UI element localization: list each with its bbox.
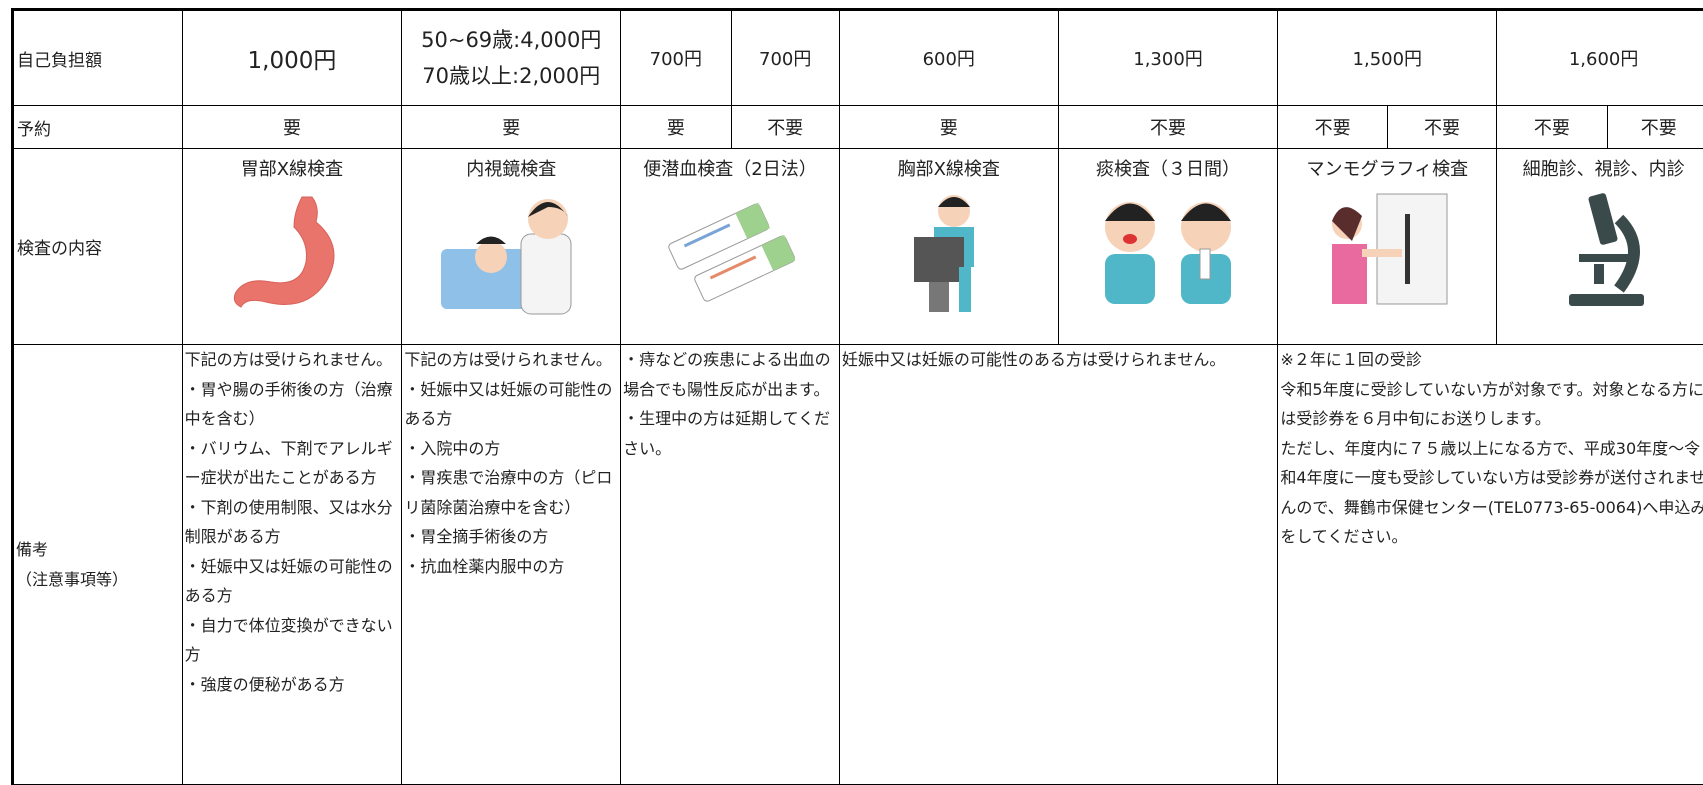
cell: 700円: [731, 10, 839, 106]
cell: 不要: [1058, 106, 1278, 149]
line: （注意事項等）: [16, 565, 179, 595]
notes: ※２年に１回の受診令和5年度に受診していない方が対象です。対象となる方には受診券…: [1278, 345, 1703, 785]
cell: 600円: [839, 10, 1058, 106]
row-label: 備考（注意事項等）: [13, 345, 183, 785]
reservation-row: 予約 要 要 要 不要 要 不要 不要 不要 不要 不要: [13, 106, 1703, 149]
note-line: ・胃全摘手術後の方: [404, 522, 617, 552]
cell: 不要: [1387, 106, 1496, 149]
note-line: 令和5年度に受診していない方が対象です。対象となる方には受診券を６月中旬にお送り…: [1280, 375, 1703, 434]
exam-name: 痰検査（３日間）: [1062, 155, 1275, 181]
cell: 要: [182, 106, 402, 149]
exam-name: 細胞診、視診、内診: [1500, 155, 1703, 181]
cell: 便潜血検査（2日法）: [621, 149, 840, 345]
note-line: ・胃疾患で治療中の方（ピロリ菌除菌治療中を含む）: [404, 463, 617, 522]
sputum-illustration: [1088, 189, 1248, 309]
line: 70歳以上:2,000円: [405, 58, 617, 94]
cell: 不要: [1607, 106, 1703, 149]
microscope-illustration: [1549, 189, 1659, 309]
cell: 不要: [1497, 106, 1607, 149]
exam-name: 胸部X線検査: [843, 155, 1055, 181]
cell: 内視鏡検査: [402, 149, 621, 345]
note-line: ※２年に１回の受診: [1280, 345, 1703, 375]
note-line: ・自力で体位変換ができない方: [185, 611, 399, 670]
page: {"table":{"rows":[ ["自己負担額","1,000円",["5…: [0, 0, 1703, 765]
note-line: ・痔などの疾患による出血の場合でも陽性反応が出ます。: [623, 345, 836, 404]
exam-name: 便潜血検査（2日法）: [624, 155, 836, 181]
note-line: ただし、年度内に７５歳以上になる方で、平成30年度～令和4年度に一度も受診してい…: [1280, 434, 1703, 552]
cell: 不要: [1278, 106, 1387, 149]
cell: 1,600円: [1497, 10, 1703, 106]
notes: 下記の方は受けられません。・胃や腸の手術後の方（治療中を含む）・バリウム、下剤で…: [182, 345, 402, 785]
note-line: ・生理中の方は延期してください。: [623, 404, 836, 463]
cell: 700円: [621, 10, 731, 106]
notes-row: 備考（注意事項等） 下記の方は受けられません。・胃や腸の手術後の方（治療中を含む…: [13, 345, 1703, 785]
exam-name: 胃部X線検査: [186, 155, 399, 181]
note-line: ・入院中の方: [404, 434, 617, 464]
cell: 胃部X線検査: [182, 149, 402, 345]
cell: 要: [402, 106, 621, 149]
note-line: ・下剤の使用制限、又は水分制限がある方: [185, 493, 399, 552]
cell: 1,000円: [182, 10, 402, 106]
cell: 要: [839, 106, 1058, 149]
cell: 胸部X線検査: [839, 149, 1058, 345]
note-line: ・胃や腸の手術後の方（治療中を含む）: [185, 375, 399, 434]
endoscopy-illustration: [436, 189, 586, 319]
notes: 下記の方は受けられません。・妊娠中又は妊娠の可能性のある方・入院中の方・胃疾患で…: [402, 345, 621, 785]
cell: 痰検査（３日間）: [1058, 149, 1278, 345]
test-kit-illustration: [665, 189, 795, 309]
row-label: 予約: [13, 106, 183, 149]
xray-illustration: [894, 189, 1004, 319]
cell: 1,300円: [1058, 10, 1278, 106]
cell: マンモグラフィ検査: [1278, 149, 1497, 345]
note-line: ・抗血栓薬内服中の方: [404, 552, 617, 582]
stomach-illustration: [227, 189, 357, 309]
mammography-illustration: [1317, 189, 1457, 309]
cell: 細胞診、視診、内診: [1497, 149, 1703, 345]
row-label: 自己負担額: [13, 10, 183, 106]
notes: 妊娠中又は妊娠の可能性のある方は受けられません。: [839, 345, 1278, 785]
notes: ・痔などの疾患による出血の場合でも陽性反応が出ます。・生理中の方は延期してくださ…: [621, 345, 840, 785]
note-line: ・強度の便秘がある方: [185, 670, 399, 700]
cell: 不要: [731, 106, 839, 149]
note-line: ・バリウム、下剤でアレルギー症状が出たことがある方: [185, 434, 399, 493]
line: 備考: [16, 535, 179, 565]
note-line: ・妊娠中又は妊娠の可能性のある方: [404, 375, 617, 434]
cell: 1,500円: [1278, 10, 1497, 106]
content-row: 検査の内容 胃部X線検査 内視鏡検査 便潜血検査（2日法） 胸部X線検査 痰検査…: [13, 149, 1703, 345]
exam-name: 内視鏡検査: [405, 155, 617, 181]
note-line: 下記の方は受けられません。: [404, 345, 617, 375]
note-line: 妊娠中又は妊娠の可能性のある方は受けられません。: [842, 345, 1275, 375]
cell: 要: [621, 106, 731, 149]
note-line: 下記の方は受けられません。: [185, 345, 399, 375]
note-line: ・妊娠中又は妊娠の可能性のある方: [185, 552, 399, 611]
exam-name: マンモグラフィ検査: [1281, 155, 1493, 181]
row-label: 検査の内容: [13, 149, 183, 345]
line: 50~69歳:4,000円: [405, 22, 617, 58]
